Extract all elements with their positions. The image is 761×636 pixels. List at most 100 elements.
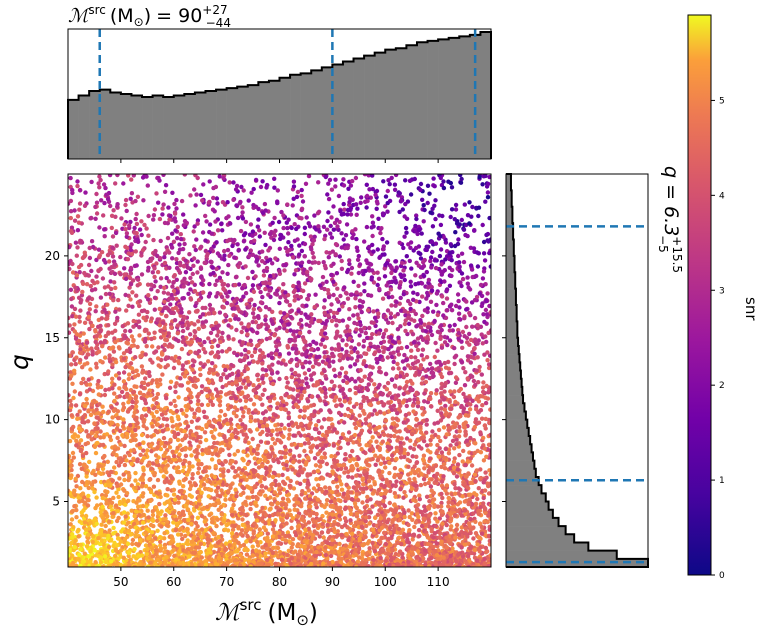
scatter-point — [178, 383, 183, 388]
scatter-point — [260, 294, 265, 300]
scatter-point — [422, 466, 427, 471]
scatter-point — [326, 255, 331, 260]
scatter-point — [406, 321, 412, 326]
scatter-point — [389, 354, 395, 360]
scatter-point — [333, 177, 338, 182]
scatter-point — [323, 394, 328, 400]
scatter-point — [408, 438, 413, 443]
scatter-point — [157, 216, 163, 222]
scatter-point — [79, 380, 84, 386]
scatter-point — [451, 471, 457, 476]
scatter-point — [353, 391, 358, 396]
top-histogram-bar — [89, 91, 101, 159]
scatter-point — [195, 218, 201, 223]
scatter-point — [443, 403, 448, 409]
scatter-point — [93, 450, 99, 456]
scatter-point — [136, 312, 142, 317]
scatter-point — [118, 482, 124, 487]
scatter-point — [329, 454, 334, 459]
scatter-point — [403, 313, 408, 318]
scatter-point — [349, 345, 354, 350]
scatter-point — [246, 350, 251, 355]
scatter-point — [418, 325, 424, 330]
scatter-point — [161, 416, 167, 421]
scatter-point — [168, 379, 174, 384]
scatter-point — [331, 359, 336, 364]
scatter-point — [188, 332, 193, 337]
scatter-point — [377, 348, 382, 354]
scatter-point — [129, 242, 134, 247]
scatter-point — [380, 296, 386, 301]
scatter-point — [401, 391, 406, 397]
scatter-point — [183, 533, 188, 539]
scatter-point — [88, 367, 93, 372]
scatter-point — [177, 452, 182, 457]
scatter-point — [227, 180, 232, 185]
scatter-point — [420, 347, 426, 352]
scatter-point — [322, 451, 327, 456]
scatter-point — [102, 234, 107, 239]
scatter-point — [298, 536, 303, 541]
scatter-point — [324, 279, 329, 284]
scatter-point — [250, 269, 255, 275]
scatter-point — [411, 290, 416, 295]
scatter-point — [316, 260, 321, 266]
scatter-point — [241, 294, 246, 299]
scatter-point — [373, 453, 378, 458]
scatter-point — [438, 222, 444, 228]
scatter-point — [289, 525, 294, 531]
scatter-point — [270, 428, 275, 434]
scatter-point — [276, 473, 282, 478]
scatter-point — [175, 437, 181, 443]
scatter-point — [448, 242, 453, 247]
scatter-point — [461, 448, 466, 454]
scatter-point — [289, 225, 294, 231]
scatter-point — [246, 440, 251, 445]
scatter-point — [411, 409, 416, 414]
scatter-point — [239, 184, 244, 190]
scatter-point — [68, 215, 74, 221]
scatter-point — [172, 398, 177, 404]
scatter-point — [313, 437, 318, 442]
scatter-point — [100, 276, 106, 281]
scatter-point — [284, 375, 289, 381]
scatter-point — [114, 243, 119, 248]
scatter-point — [292, 298, 297, 303]
scatter-point — [171, 280, 176, 285]
scatter-point — [329, 187, 335, 192]
scatter-point — [316, 418, 321, 424]
scatter-point — [289, 545, 294, 550]
scatter-point — [401, 420, 406, 425]
scatter-point — [301, 427, 306, 432]
scatter-point — [424, 430, 429, 435]
scatter-point — [98, 359, 103, 364]
scatter-point — [230, 243, 235, 249]
scatter-point — [472, 450, 477, 456]
scatter-point — [336, 227, 341, 232]
scatter-point — [82, 403, 88, 409]
scatter-point — [329, 379, 334, 384]
scatter-point — [130, 537, 136, 543]
scatter-point — [232, 237, 237, 243]
scatter-point — [236, 248, 241, 253]
scatter-point — [393, 280, 399, 285]
scatter-point — [128, 297, 133, 302]
top-title-unit-sub: ⊙ — [134, 15, 144, 29]
scatter-point — [425, 448, 431, 453]
scatter-point — [356, 316, 361, 321]
scatter-point — [222, 257, 227, 262]
scatter-point — [199, 384, 205, 389]
top-histogram-bar — [385, 49, 397, 159]
scatter-point — [94, 495, 99, 500]
scatter-point — [139, 364, 145, 369]
scatter-point — [126, 303, 131, 308]
scatter-point — [106, 387, 112, 392]
scatter-point — [342, 470, 347, 475]
scatter-point — [163, 337, 168, 342]
scatter-point — [220, 440, 225, 446]
scatter-point — [118, 254, 123, 260]
scatter-point — [428, 442, 433, 447]
scatter-point — [409, 348, 414, 353]
scatter-point — [164, 396, 169, 401]
